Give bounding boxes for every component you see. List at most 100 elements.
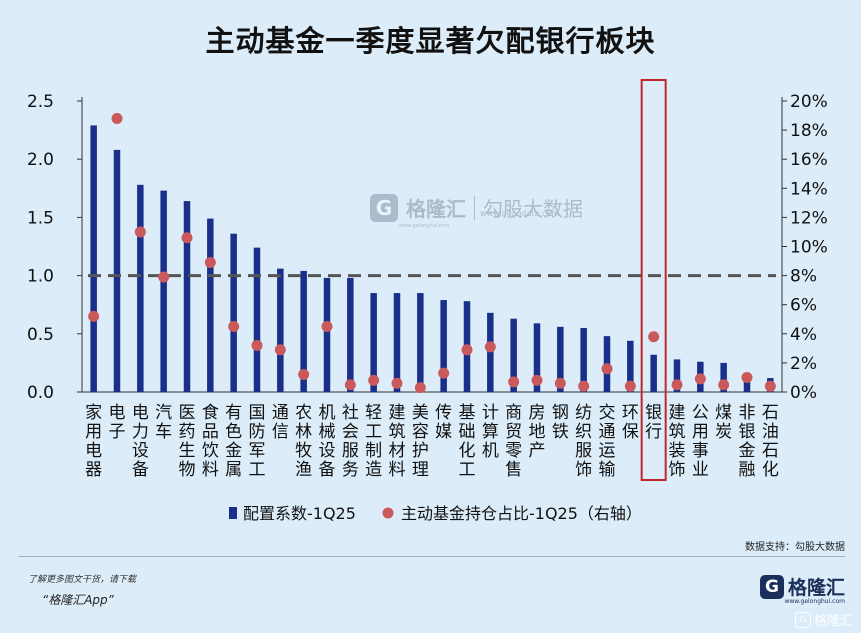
- x-tick-label: 基础化工: [459, 403, 476, 480]
- scatter-point: [624, 380, 636, 392]
- legend-bar-label: 配置系数-1Q25: [243, 504, 356, 523]
- scatter-point: [298, 369, 310, 381]
- right-axis-tick-label: 14%: [790, 179, 828, 199]
- x-tick-label: 电子: [109, 403, 126, 442]
- bar: [417, 293, 424, 392]
- bar: [323, 277, 331, 392]
- chart-canvas: 0.0 0.5 1.0 1.5 2.0 2.5 0% 2% 4% 6% 8% 10% 12% 14% 16%…: [27, 79, 828, 523]
- x-tick-label: 交通运输: [599, 403, 616, 480]
- scatter-point: [158, 271, 170, 283]
- bar: [370, 293, 377, 392]
- brand-logo: G 格隆汇: [759, 573, 845, 600]
- legend: 配置系数-1Q25 主动基金持仓占比-1Q25（右轴）: [229, 504, 642, 523]
- watermark-text: 格隆汇: [406, 197, 466, 221]
- brand-logo-icon: G: [759, 574, 784, 599]
- x-tick-label: 国防军工: [249, 403, 266, 480]
- bar: [137, 184, 144, 392]
- right-axis-tick-label: 20%: [790, 92, 828, 112]
- scatter-point: [438, 367, 450, 379]
- watermark-url-2: www.gogudata.com: [480, 209, 560, 218]
- x-tick-label: 石油石化: [762, 403, 779, 480]
- scatter-point: [578, 380, 590, 392]
- brand-url: www.gelonghui.com: [784, 598, 845, 605]
- scatter-point: [181, 232, 193, 244]
- bar: [533, 323, 541, 392]
- x-tick-label: 食品饮料: [202, 403, 219, 480]
- bar: [627, 340, 634, 392]
- highlight-group: [640, 79, 667, 481]
- left-axis-tick-label: 2.5: [27, 92, 54, 112]
- footer-divider: [18, 556, 845, 557]
- x-tick-label: 公用事业: [692, 403, 709, 480]
- scatter-point: [111, 112, 123, 124]
- scatter-point: [484, 341, 496, 353]
- scatter-point: [321, 321, 333, 333]
- x-tick-label: 轻工制造: [365, 403, 382, 480]
- bar: [300, 270, 307, 392]
- scatter-point: [368, 374, 380, 386]
- legend-dot-swatch: [382, 507, 394, 519]
- right-axis-tick-label: 10%: [790, 238, 828, 258]
- scatter-point: [648, 331, 660, 343]
- bar: [253, 247, 261, 392]
- x-tick-label: 计算机: [482, 403, 499, 461]
- watermark-text-2: 勾股大数据: [483, 197, 583, 221]
- right-axis-tick-label: 16%: [790, 150, 828, 170]
- bar: [580, 327, 587, 392]
- scatter-point: [764, 380, 776, 392]
- data-source: 数据支持：勾股大数据: [745, 542, 845, 553]
- right-axis-tick-label: 4%: [790, 325, 817, 345]
- right-axis-tick-label: 12%: [790, 208, 828, 228]
- x-tick-label: 美容护理: [412, 403, 429, 480]
- right-axis-tick-label: 0%: [790, 383, 817, 403]
- x-tick-label: 环保: [622, 403, 639, 442]
- x-tick-label: 非银金融: [739, 403, 756, 480]
- chart-title: 主动基金一季度显著欠配银行板块: [205, 24, 656, 58]
- scatter-point: [88, 310, 100, 322]
- bar: [510, 318, 517, 392]
- x-tick-label: 建筑装饰: [669, 403, 686, 480]
- x-tick-label: 汽车: [155, 403, 172, 442]
- bar: [720, 362, 727, 392]
- center-watermark: G 格隆汇 勾股大数据 www.gelonghui.com www.goguda…: [370, 193, 583, 229]
- bar: [440, 300, 447, 392]
- x-tick-label: 商贸零售: [505, 403, 522, 480]
- scatter-point: [204, 257, 216, 269]
- watermark-url-1: www.gelonghui.com: [399, 223, 450, 229]
- x-tick-label: 银行: [645, 403, 662, 442]
- bar: [557, 326, 564, 392]
- x-tick-label: 农林牧渔: [295, 403, 312, 480]
- scatter-point: [228, 321, 240, 333]
- left-axis-tick-label: 0.0: [27, 383, 54, 403]
- bar: [90, 125, 97, 392]
- left-axis-tick-label: 1.0: [27, 267, 54, 287]
- x-tick-label: 钢铁: [552, 403, 569, 442]
- bottom-watermark-text: 格隆汇: [813, 614, 853, 629]
- bar: [650, 354, 657, 392]
- x-tick-label: 通信: [272, 403, 289, 442]
- app-name: “格隆汇App”: [42, 593, 114, 607]
- scatter-point: [601, 363, 613, 375]
- bottom-watermark: G 格隆汇: [794, 610, 853, 629]
- right-axis-tick-label: 18%: [790, 121, 828, 141]
- bar: [207, 218, 214, 392]
- bar: [113, 149, 121, 392]
- x-tick-labels: 家用电器电子电力设备汽车医药生物食品饮料有色金属国防军工通信农林牧渔机械设备社会…: [85, 403, 779, 480]
- bar: [277, 268, 284, 392]
- scatter-point: [274, 344, 286, 356]
- x-tick-label: 房地产: [529, 403, 546, 461]
- x-tick-label: 家用电器: [85, 403, 102, 480]
- bar: [183, 201, 191, 392]
- x-tick-label: 医药生物: [179, 403, 196, 480]
- bar: [743, 379, 751, 392]
- brand-logo-text: 格隆汇: [787, 577, 845, 599]
- scatter-point: [414, 382, 426, 394]
- x-tick-label: 建筑材料: [389, 403, 406, 480]
- bar-series: [90, 125, 774, 392]
- right-axis-tick-label: 6%: [790, 296, 817, 316]
- scatter-point: [531, 374, 543, 386]
- right-axis-tick-label: 8%: [790, 267, 817, 287]
- left-axis-tick-label: 2.0: [27, 150, 54, 170]
- x-tick-label: 机械设备: [319, 403, 336, 480]
- bar: [487, 312, 494, 392]
